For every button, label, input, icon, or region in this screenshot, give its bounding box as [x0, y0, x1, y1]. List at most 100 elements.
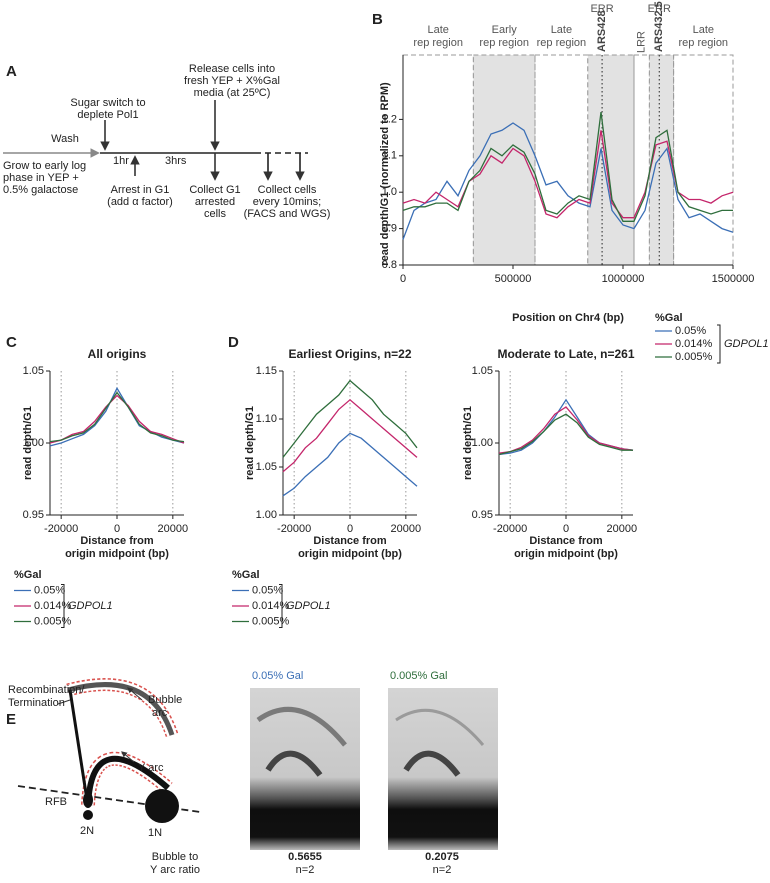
baseline [17, 785, 201, 813]
gel-label: 0.005% Gal [390, 670, 447, 682]
legend-group: GDPOL1 [68, 600, 113, 612]
legend-label: 0.05% [675, 325, 706, 337]
y-arc [85, 755, 170, 806]
region-label: rep region [479, 37, 529, 49]
x-tick-label: -20000 [44, 523, 78, 535]
y-tick-label: 1.0 [382, 186, 397, 198]
chart-title: All origins [88, 347, 147, 361]
region-label: Late [427, 24, 448, 36]
pointer [121, 751, 135, 763]
y-axis-label: read depth/G1 (normalized to RPM) [379, 82, 391, 266]
x-tick-label: 20000 [607, 523, 638, 535]
step-text: cells [204, 208, 227, 220]
series-line [282, 379, 418, 458]
x-tick-label: 0 [347, 523, 353, 535]
legend-label: 0.014% [34, 600, 72, 612]
step-text: every 10mins; [253, 196, 321, 208]
x-tick-label: 1000000 [602, 273, 645, 285]
origin-above: ERR [648, 3, 671, 15]
gel-arc [403, 750, 461, 777]
legend-title: %Gal [232, 569, 260, 581]
region-label: Late [551, 24, 572, 36]
region [633, 54, 650, 266]
y-tick-label: 0.8 [382, 259, 397, 271]
x-tick-label: -20000 [277, 523, 311, 535]
legend-group: GDPOL1 [724, 338, 769, 350]
legend-bracket [717, 324, 721, 364]
legend-title: %Gal [14, 569, 42, 581]
y-tick-label: 0.9 [382, 223, 397, 235]
series-line [49, 391, 185, 443]
legend-bracket [61, 584, 65, 628]
two-n-spot [83, 810, 93, 820]
step-text: media (at 25ºC) [194, 87, 271, 99]
rfb-spot [83, 792, 93, 808]
region-label: rep region [413, 37, 463, 49]
ratio-n: n=2 [433, 864, 452, 876]
gel-label: 0.05% Gal [252, 670, 303, 682]
ratio-label: Bubble to [152, 851, 198, 863]
x-tick-label: 0 [114, 523, 120, 535]
y-tick-label: 1.00 [256, 509, 277, 521]
y-axis-label: read depth/G1 [244, 406, 256, 480]
gels: 0.05% Gal 0.005% Gal Bubble to Y arc rat… [150, 670, 498, 876]
step-text: Collect cells [258, 184, 317, 196]
x-axis-label: origin midpoint (bp) [514, 548, 618, 560]
series-line [49, 394, 185, 444]
series-line [498, 406, 634, 454]
ratio-n: n=2 [296, 864, 315, 876]
region [402, 54, 474, 266]
interval-text: 1hr [113, 155, 129, 167]
legend-label: 0.005% [675, 351, 713, 363]
x-axis-label: origin midpoint (bp) [65, 548, 169, 560]
region-label: LRR [636, 31, 648, 53]
series-line [282, 432, 418, 497]
x-axis-label: Distance from [529, 535, 603, 547]
schematic-label: Bubble [148, 694, 182, 706]
recombination-line [68, 689, 89, 801]
step-text: phase in YEP + [3, 172, 79, 184]
y-tick-label: 0.95 [472, 509, 493, 521]
region [534, 54, 589, 266]
schematic-label: Y arc [138, 762, 164, 774]
region-label: Early [492, 24, 518, 36]
step-text: arrested [195, 196, 235, 208]
series-line [402, 130, 734, 219]
panel-letter: C [6, 334, 17, 351]
region-label: Late [693, 24, 714, 36]
chart: 1.00 1.05 1.10 1.15 -20000 0 20000 Earliest Ori… [232, 347, 421, 628]
y-tick-label: 1.1 [382, 150, 397, 162]
chart: 0.95 1.00 1.05 -20000 0 20000 Moderate to Late… [462, 347, 637, 560]
schematic-label: 1N [148, 827, 162, 839]
y-tick-label: 1.05 [472, 365, 493, 377]
y-tick-label: 1.00 [23, 437, 44, 449]
pointer [57, 699, 71, 705]
step-text: Collect G1 [189, 184, 240, 196]
step-text: Arrest in G1 [111, 184, 170, 196]
schematic-label: arc [152, 707, 168, 719]
legend-label: 0.05% [252, 584, 283, 596]
step-text: fresh YEP + X%Gal [184, 75, 280, 87]
step-text: Sugar switch to [70, 97, 145, 109]
y-tick-label: 1.15 [256, 365, 277, 377]
schematic: Recombination/ Termination Bubble arc Y … [8, 678, 201, 839]
series-line [282, 398, 418, 473]
y-axis-label: read depth/G1 [462, 406, 474, 480]
origin-above: ERR [590, 3, 613, 15]
x-tick-label: 20000 [158, 523, 189, 535]
series-line [498, 413, 633, 456]
region-label: rep region [537, 37, 587, 49]
panel-letter: B [372, 11, 383, 28]
x-axis-label: Distance from [313, 535, 387, 547]
one-n-spot [145, 789, 179, 823]
legend-label: 0.014% [252, 600, 290, 612]
interval-text: 3hrs [165, 155, 187, 167]
timeline: Sugar switch to deplete Pol1 Wash Releas… [3, 63, 330, 220]
ratio-value: 0.2075 [425, 851, 459, 863]
panel-letter: D [228, 334, 239, 351]
x-tick-label: -20000 [493, 523, 527, 535]
legend-label: 0.014% [675, 338, 713, 350]
